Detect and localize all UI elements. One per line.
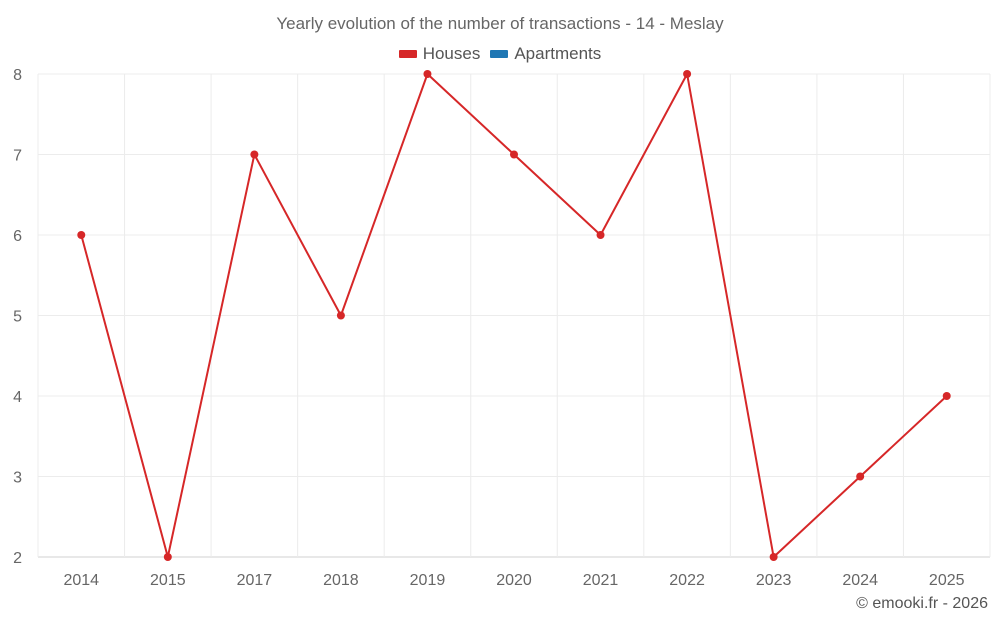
x-tick-label: 2019 (410, 572, 446, 589)
data-point (423, 70, 432, 78)
x-tick-label: 2017 (237, 572, 273, 589)
legend-swatch-houses (398, 50, 417, 58)
y-tick-label: 6 (13, 228, 22, 245)
x-tick-label: 2024 (842, 572, 878, 589)
data-point (510, 150, 518, 159)
data-point (250, 150, 259, 159)
x-tick-label: 2022 (669, 572, 705, 589)
legend-item-houses[interactable]: Houses (398, 44, 481, 64)
data-point (336, 311, 345, 320)
legend-label-apartments: Apartments (514, 44, 602, 63)
y-tick-label: 7 (13, 148, 22, 165)
x-tick-label: 2025 (929, 572, 965, 589)
x-tick-label: 2020 (496, 572, 532, 589)
x-tick-label: 2014 (63, 572, 99, 589)
y-tick-label: 4 (13, 389, 22, 406)
credit-text: © emooki.fr - 2026 (856, 595, 988, 612)
legend-swatch-apartments (490, 50, 509, 58)
legend: Houses Apartments (0, 44, 1000, 64)
legend-label-houses: Houses (422, 44, 481, 63)
x-tick-label: 2015 (150, 572, 186, 589)
data-point (856, 472, 865, 481)
legend-item-apartments[interactable]: Apartments (490, 44, 601, 64)
x-tick-label: 2021 (583, 572, 619, 589)
y-tick-label: 8 (13, 67, 22, 84)
data-point (596, 231, 605, 239)
y-tick-label: 3 (13, 470, 22, 487)
data-point (942, 392, 951, 400)
data-point (769, 553, 778, 561)
y-tick-label: 5 (13, 309, 22, 326)
data-point (683, 70, 692, 78)
data-point (77, 231, 86, 239)
x-tick-label: 2023 (756, 572, 792, 589)
chart-title: Yearly evolution of the number of transa… (276, 14, 724, 33)
x-tick-label: 2018 (323, 572, 359, 589)
y-tick-label: 2 (13, 550, 22, 567)
data-point (163, 553, 172, 561)
